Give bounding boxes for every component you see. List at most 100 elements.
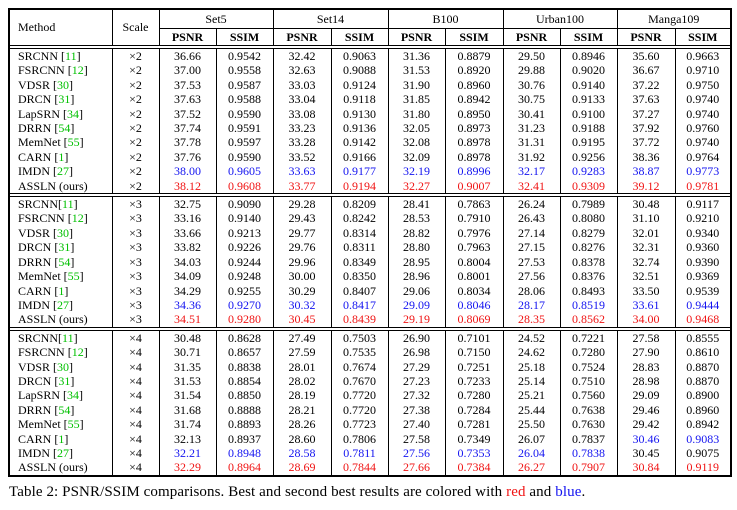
psnr-value: 30.45 bbox=[272, 312, 331, 328]
ssim-value: 0.8279 bbox=[559, 225, 618, 241]
ssim-value: 0.8034 bbox=[444, 283, 504, 298]
ssim-value: 0.8960 bbox=[674, 402, 732, 418]
ssim-value: 0.7524 bbox=[559, 359, 618, 374]
table-row: DRCN [31] ×3 33.82 0.9226 29.76 0.8311 28.80 0.… bbox=[9, 240, 732, 255]
psnr-value: 30.32 bbox=[272, 297, 331, 313]
table-row: IMDN [27] ×4 32.21 0.8948 28.58 0.7811 27.56 0.… bbox=[9, 445, 732, 461]
psnr-value: 39.12 bbox=[616, 178, 676, 194]
ssim-value: 0.7910 bbox=[444, 211, 504, 226]
citation-ref[interactable]: 27 bbox=[57, 445, 69, 460]
psnr-value: 25.18 bbox=[502, 359, 561, 374]
ssim-value: 0.8888 bbox=[215, 402, 273, 418]
table-row: DRRN [54] ×3 34.03 0.9244 29.96 0.8349 28.95 0.… bbox=[9, 254, 732, 270]
psnr-value: 26.07 bbox=[502, 431, 561, 446]
citation-ref[interactable]: 12 bbox=[71, 211, 84, 226]
psnr-value: 33.77 bbox=[272, 178, 331, 194]
psnr-value: 26.04 bbox=[502, 445, 561, 461]
method-cell: DRRN [54] bbox=[18, 254, 75, 269]
ssim-value: 0.7806 bbox=[330, 431, 388, 446]
citation-ref[interactable]: 11 bbox=[62, 197, 74, 212]
ssim-value: 0.7233 bbox=[444, 373, 504, 389]
psnr-value: 28.06 bbox=[502, 283, 561, 298]
block-separator-line bbox=[9, 193, 732, 198]
ssim-value: 0.7349 bbox=[444, 431, 504, 446]
ssim-value: 0.9588 bbox=[215, 92, 273, 107]
psnr-value: 32.31 bbox=[616, 240, 676, 255]
psnr-value: 28.01 bbox=[272, 359, 331, 374]
ssim-value: 0.9063 bbox=[330, 48, 388, 64]
table-row: CARN [1] ×2 37.76 0.9590 33.52 0.9166 32.09 0.8… bbox=[9, 149, 732, 165]
ssim-value: 0.8493 bbox=[559, 283, 618, 298]
citation-ref[interactable]: 31 bbox=[58, 92, 71, 107]
psnr-value: 33.61 bbox=[616, 297, 676, 313]
ssim-value: 0.9740 bbox=[674, 92, 732, 107]
ssim-value: 0.9118 bbox=[330, 92, 388, 107]
table-row: ASSLN (ours) ×2 38.12 0.9608 33.77 0.9194 32.2… bbox=[9, 178, 732, 194]
ssim-value: 0.8349 bbox=[330, 254, 388, 270]
psnr-value: 30.00 bbox=[272, 269, 331, 284]
citation-ref[interactable]: 11 bbox=[65, 49, 77, 63]
psnr-value: 34.09 bbox=[158, 269, 216, 284]
psnr-value: 27.38 bbox=[387, 402, 445, 418]
citation-ref[interactable]: 54 bbox=[58, 121, 71, 136]
psnr-value: 31.68 bbox=[158, 402, 216, 418]
citation-ref[interactable]: 30 bbox=[57, 359, 70, 374]
method-cell: FSRCNN [12] bbox=[18, 211, 88, 226]
ssim-value: 0.9605 bbox=[215, 164, 273, 179]
citation-ref[interactable]: 30 bbox=[57, 225, 70, 240]
citation-ref[interactable]: 1 bbox=[58, 283, 65, 298]
ssim-value: 0.9133 bbox=[559, 92, 618, 107]
ssim-value: 0.9226 bbox=[215, 240, 273, 255]
psnr-value: 30.48 bbox=[158, 330, 216, 346]
ssim-value: 0.9468 bbox=[674, 312, 732, 328]
scale-cell: ×3 bbox=[111, 283, 159, 298]
method-cell: SRCNN[11] bbox=[18, 330, 78, 345]
psnr-value: 32.41 bbox=[502, 178, 561, 194]
citation-ref[interactable]: 55 bbox=[67, 269, 80, 284]
ssim-value: 0.7907 bbox=[559, 460, 618, 476]
psnr-value: 31.53 bbox=[158, 373, 216, 389]
ssim-value: 0.9340 bbox=[674, 225, 732, 241]
citation-ref[interactable]: 55 bbox=[67, 417, 80, 432]
citation-ref[interactable]: 1 bbox=[58, 149, 65, 164]
ssim-value: 0.8854 bbox=[215, 373, 273, 389]
table-row: IMDN [27] ×3 34.36 0.9270 30.32 0.8417 29.09 0.… bbox=[9, 297, 732, 313]
citation-ref[interactable]: 30 bbox=[57, 77, 70, 92]
citation-ref[interactable]: 31 bbox=[58, 240, 71, 255]
caption-red-word: red bbox=[506, 483, 526, 500]
citation-ref[interactable]: 54 bbox=[58, 402, 71, 417]
method-cell: LapSRN [34] bbox=[18, 388, 83, 403]
citation-ref[interactable]: 12 bbox=[71, 63, 84, 78]
scale-cell: ×3 bbox=[111, 240, 159, 255]
ssim-value: 0.9608 bbox=[215, 178, 273, 194]
ssim-value: 0.9256 bbox=[559, 149, 618, 165]
psnr-value: 27.59 bbox=[272, 345, 331, 360]
ssim-value: 0.7101 bbox=[444, 330, 504, 346]
psnr-value: 31.74 bbox=[158, 417, 216, 432]
citation-ref[interactable]: 31 bbox=[58, 373, 71, 388]
citation-ref[interactable]: 34 bbox=[67, 388, 79, 403]
citation-ref[interactable]: 1 bbox=[58, 431, 65, 446]
citation-ref[interactable]: 27 bbox=[57, 297, 69, 312]
psnr-column-header: PSNR bbox=[272, 28, 331, 46]
citation-ref[interactable]: 55 bbox=[67, 135, 80, 150]
psnr-value: 27.23 bbox=[387, 373, 445, 389]
table-caption: Table 2: PSNR/SSIM comparisons. Best and… bbox=[9, 484, 737, 501]
ssim-value: 0.9270 bbox=[215, 297, 273, 313]
block-separator bbox=[9, 45, 732, 49]
citation-ref[interactable]: 12 bbox=[71, 345, 84, 360]
scale-cell: ×4 bbox=[111, 417, 159, 432]
citation-ref[interactable]: 34 bbox=[67, 106, 79, 121]
ssim-value: 0.8920 bbox=[444, 63, 504, 78]
ssim-column-header: SSIM bbox=[559, 28, 618, 46]
ssim-value: 0.8946 bbox=[559, 48, 618, 64]
caption-blue-word: blue bbox=[555, 483, 582, 500]
scale-cell: ×4 bbox=[111, 330, 159, 346]
psnr-value: 28.98 bbox=[616, 373, 676, 389]
psnr-value: 26.43 bbox=[502, 211, 561, 226]
citation-ref[interactable]: 54 bbox=[58, 254, 71, 269]
citation-ref[interactable]: 27 bbox=[57, 164, 69, 179]
psnr-value: 29.09 bbox=[616, 388, 676, 403]
citation-ref[interactable]: 11 bbox=[62, 330, 74, 345]
psnr-value: 31.54 bbox=[158, 388, 216, 403]
